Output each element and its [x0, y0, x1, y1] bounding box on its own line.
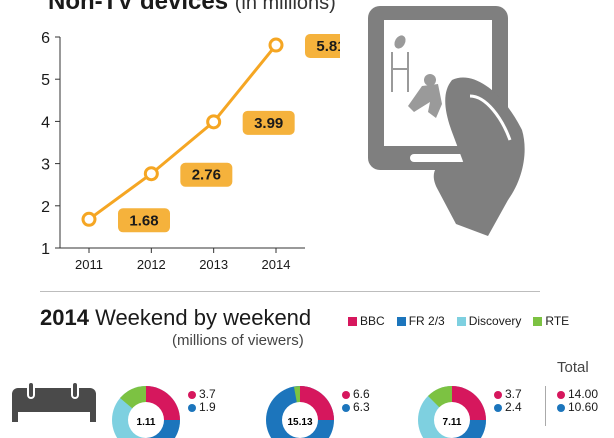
- fr-dot: [494, 403, 502, 412]
- data-point: [81, 211, 97, 227]
- legend-swatch: [348, 316, 357, 326]
- data-label-bg: [305, 34, 340, 59]
- fr-dot: [557, 403, 565, 412]
- data-label: 3.99: [254, 115, 283, 132]
- data-point: [206, 114, 222, 130]
- bbc-dot: [342, 390, 350, 399]
- donut-center: 1.11: [137, 417, 156, 428]
- x-tick-label: 2012: [137, 257, 166, 272]
- fr-value: 6.3: [353, 400, 370, 414]
- legend-label: Discovery: [468, 314, 522, 328]
- fr-value: 1.9: [199, 400, 216, 414]
- data-label: 5.81: [316, 38, 340, 55]
- series-line: [88, 44, 278, 221]
- data-label-bg: [118, 208, 170, 233]
- legend-item-discovery: Discovery: [456, 314, 522, 328]
- data-label: 2.76: [192, 167, 221, 184]
- y-tick-label: 4: [41, 114, 50, 131]
- fr-value: 2.4: [505, 400, 522, 414]
- phone-illustration-icon: [368, 6, 525, 236]
- line-chart: 1 2 3 4 5 6 2011 2012 2013 2014 1.68 2.76 3.99 5.81: [41, 30, 340, 272]
- legend-item-bbc: BBC: [348, 314, 385, 328]
- y-tick-label: 2: [41, 199, 50, 216]
- chart-title-main: Non-TV devices: [48, 0, 229, 15]
- section-divider: [40, 291, 540, 292]
- weekend-values-1: 3.7 1.9: [188, 388, 216, 414]
- fr-dot: [188, 403, 196, 412]
- data-point: [143, 166, 159, 182]
- data-label: 1.68: [129, 212, 158, 229]
- bbc-value: 3.7: [505, 387, 522, 401]
- data-label-bg: [242, 110, 295, 135]
- section-subtitle: (millions of viewers): [172, 332, 304, 349]
- legend: BBC FR 2/3 Discovery RTE: [348, 314, 569, 328]
- weekend-values-2: 6.6 6.3: [342, 388, 370, 414]
- bbc-total: 14.00: [568, 387, 599, 401]
- weekend-donut-3: 7.11: [418, 386, 486, 438]
- y-tick-label: 1: [41, 241, 50, 258]
- total-heading: Total: [557, 359, 589, 376]
- legend-swatch: [396, 316, 406, 326]
- legend-label: BBC: [360, 314, 385, 328]
- bbc-dot: [188, 390, 196, 399]
- total-divider: [545, 386, 546, 426]
- total-values: 14.00 10.60: [557, 388, 598, 414]
- weekend-donut-1: 1.11: [112, 385, 180, 438]
- section-title-text: Weekend by weekend: [95, 305, 312, 330]
- donut-center: 7.11: [443, 417, 462, 428]
- legend-label: FR 2/3: [408, 314, 445, 328]
- legend-item-rte: RTE: [533, 314, 569, 328]
- x-tick-label: 2011: [75, 257, 103, 272]
- legend-swatch: [533, 316, 543, 326]
- y-tick-label: 5: [41, 72, 50, 89]
- weekend-donut-2: 15.13: [266, 386, 334, 438]
- bbc-value: 6.6: [353, 387, 370, 401]
- data-label-bg: [180, 162, 233, 187]
- legend-swatch: [456, 316, 466, 326]
- bbc-dot: [494, 390, 502, 399]
- fr-total: 10.60: [568, 400, 599, 414]
- y-tick-label: 3: [41, 157, 50, 174]
- bbc-dot: [557, 390, 565, 399]
- chart-title-units: (in millions): [234, 0, 336, 14]
- calendar-icon: [12, 382, 96, 422]
- bbc-value: 3.7: [199, 387, 216, 401]
- donut-center: 15.13: [287, 417, 312, 428]
- legend-item-fr: FR 2/3: [396, 314, 445, 328]
- weekend-values-3: 3.7 2.4: [494, 388, 522, 414]
- chart-title: Non-TV devices (in millions): [48, 0, 336, 16]
- legend-label: RTE: [545, 314, 570, 328]
- y-tick-label: 6: [41, 30, 50, 47]
- fr-dot: [342, 403, 350, 412]
- x-tick-label: 2014: [262, 257, 291, 272]
- section-year: 2014: [40, 305, 89, 330]
- x-tick-label: 2013: [199, 257, 228, 272]
- section-title: 2014 Weekend by weekend: [40, 305, 311, 331]
- data-point: [268, 37, 284, 53]
